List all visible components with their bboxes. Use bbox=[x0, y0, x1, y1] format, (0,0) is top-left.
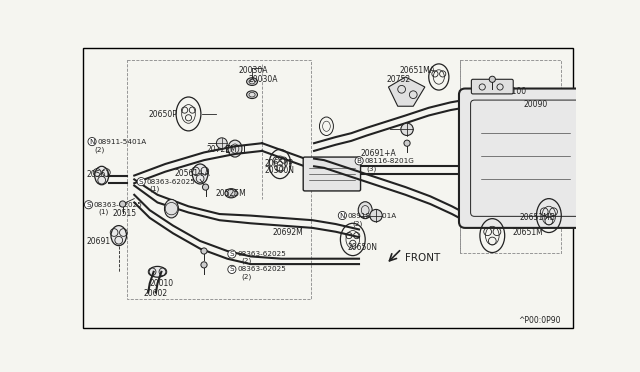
Text: FRONT: FRONT bbox=[406, 253, 441, 263]
Text: 20650P: 20650P bbox=[264, 158, 293, 168]
Text: N: N bbox=[340, 212, 345, 218]
Text: S: S bbox=[230, 251, 234, 257]
Text: N: N bbox=[90, 139, 95, 145]
Text: 20650P: 20650P bbox=[148, 110, 177, 119]
Text: S: S bbox=[86, 202, 91, 208]
Ellipse shape bbox=[193, 164, 208, 184]
Text: (2): (2) bbox=[241, 273, 252, 280]
Circle shape bbox=[489, 76, 495, 82]
Text: 20010: 20010 bbox=[150, 279, 174, 289]
FancyBboxPatch shape bbox=[459, 89, 591, 228]
Circle shape bbox=[216, 138, 227, 148]
Text: 20090: 20090 bbox=[524, 100, 548, 109]
Ellipse shape bbox=[225, 189, 237, 198]
Circle shape bbox=[202, 184, 209, 190]
FancyBboxPatch shape bbox=[472, 79, 513, 94]
Circle shape bbox=[370, 209, 382, 222]
Polygon shape bbox=[388, 77, 425, 106]
Text: 08363-62025: 08363-62025 bbox=[147, 179, 196, 185]
Text: (1): (1) bbox=[99, 209, 109, 215]
Text: 08918-1401A: 08918-1401A bbox=[348, 212, 397, 218]
Text: 20691: 20691 bbox=[86, 237, 110, 246]
Text: B: B bbox=[356, 158, 362, 164]
Ellipse shape bbox=[164, 199, 179, 218]
Text: 08363-62025: 08363-62025 bbox=[94, 202, 143, 208]
Text: S: S bbox=[230, 266, 234, 272]
Circle shape bbox=[401, 123, 413, 135]
Text: 20692M: 20692M bbox=[272, 228, 303, 237]
Circle shape bbox=[201, 262, 207, 268]
Text: (3): (3) bbox=[367, 166, 377, 172]
Text: 08363-62025: 08363-62025 bbox=[237, 266, 286, 272]
Ellipse shape bbox=[591, 145, 608, 170]
Bar bbox=[460, 60, 561, 253]
Ellipse shape bbox=[228, 140, 242, 157]
Ellipse shape bbox=[149, 266, 166, 277]
Text: 08911-5401A: 08911-5401A bbox=[97, 139, 147, 145]
Bar bbox=[127, 60, 311, 299]
Text: 20515: 20515 bbox=[113, 209, 137, 218]
Ellipse shape bbox=[246, 78, 257, 86]
Text: 20722M: 20722M bbox=[206, 145, 237, 154]
Ellipse shape bbox=[246, 91, 257, 99]
Text: 20525M: 20525M bbox=[216, 189, 246, 198]
Ellipse shape bbox=[111, 225, 127, 246]
Text: 08363-62025: 08363-62025 bbox=[237, 251, 286, 257]
Text: (2): (2) bbox=[94, 146, 104, 153]
Text: ^P00:0P90: ^P00:0P90 bbox=[518, 316, 561, 325]
Ellipse shape bbox=[95, 166, 109, 185]
Text: (2): (2) bbox=[353, 220, 363, 227]
Text: 20651MB: 20651MB bbox=[520, 212, 556, 221]
Text: S: S bbox=[139, 179, 143, 185]
Text: 20100: 20100 bbox=[502, 87, 527, 96]
Text: (2): (2) bbox=[241, 258, 252, 264]
Text: 20651MA: 20651MA bbox=[399, 66, 435, 75]
Text: 08116-8201G: 08116-8201G bbox=[364, 158, 414, 164]
Circle shape bbox=[201, 248, 207, 254]
Text: 20650N: 20650N bbox=[348, 243, 378, 252]
Text: 20561: 20561 bbox=[86, 170, 110, 179]
Text: 20300N: 20300N bbox=[264, 166, 294, 175]
Text: 20030A: 20030A bbox=[249, 76, 278, 84]
Text: 20030A: 20030A bbox=[239, 66, 268, 75]
Text: (1): (1) bbox=[150, 186, 160, 192]
FancyBboxPatch shape bbox=[303, 157, 360, 191]
Text: 20691+A: 20691+A bbox=[360, 148, 396, 158]
Text: 20651M: 20651M bbox=[513, 228, 543, 237]
Circle shape bbox=[120, 201, 125, 207]
Text: 20561+A: 20561+A bbox=[175, 169, 211, 179]
Text: 20752: 20752 bbox=[386, 76, 410, 84]
Circle shape bbox=[404, 140, 410, 146]
Ellipse shape bbox=[358, 202, 372, 219]
Text: 20602: 20602 bbox=[143, 289, 168, 298]
